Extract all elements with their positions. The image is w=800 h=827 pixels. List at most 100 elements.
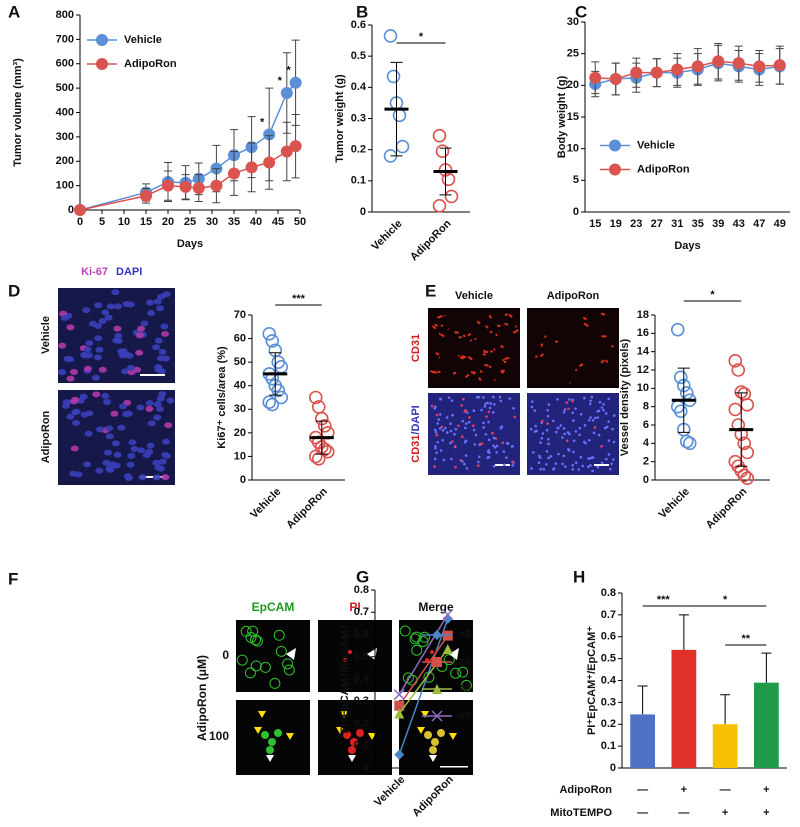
nucleus	[137, 447, 146, 454]
error-bar	[720, 694, 731, 725]
nucleus	[160, 323, 169, 330]
data-point	[395, 139, 410, 154]
vessel	[488, 314, 493, 319]
legend-label: AdipoRon	[124, 58, 177, 70]
cell	[454, 465, 457, 469]
cell	[539, 467, 542, 471]
x-tick-label: Vehicle	[372, 774, 407, 809]
table-cell: +	[681, 784, 687, 796]
cell	[495, 444, 499, 448]
cell	[579, 455, 583, 459]
x-tick-label: 50	[294, 216, 306, 228]
cell	[574, 461, 578, 464]
nucleus	[95, 346, 104, 353]
table-cell: —	[720, 784, 731, 796]
row-label: AdipoRon	[559, 784, 612, 796]
nucleus	[136, 404, 145, 411]
cell	[480, 408, 483, 412]
legend-label: #6	[459, 656, 471, 668]
y-tick-label: 14	[637, 346, 650, 358]
marker	[280, 145, 293, 158]
y-tick-label: 300	[56, 131, 74, 143]
y-tick-label: 0.8	[601, 587, 616, 599]
y-tick-label: 800	[56, 9, 74, 21]
cell	[274, 729, 282, 737]
cell	[603, 426, 607, 430]
data-point	[386, 69, 401, 84]
cell	[484, 432, 488, 436]
y-tick-label: 0.3	[601, 696, 616, 708]
error-bar	[678, 614, 689, 650]
cell	[486, 401, 489, 405]
cell	[495, 451, 499, 454]
x-tick-label: Vehicle	[657, 486, 692, 521]
row-label: MitoTEMPO	[550, 807, 612, 819]
y-axis-label: Tumor volume (mm³)	[12, 58, 24, 167]
cell	[433, 405, 437, 409]
nucleus	[66, 356, 75, 363]
cell	[605, 457, 608, 461]
y-tick-label: 400	[56, 106, 74, 118]
y-tick-label: 0.4	[351, 81, 367, 93]
annotation: *	[419, 31, 424, 43]
cell	[565, 401, 569, 404]
x-axis-label: Days	[674, 240, 700, 252]
vessel	[482, 352, 487, 357]
panel-label: D	[8, 281, 20, 300]
cell	[447, 396, 451, 399]
nucleus	[135, 332, 144, 339]
cell	[587, 438, 591, 442]
cell	[547, 442, 550, 446]
image-labels: Ki-67 DAPI Vehicle AdipoRon Vehicle Adip…	[8, 266, 600, 743]
cell	[429, 746, 437, 754]
cell	[511, 460, 514, 464]
vessel	[458, 335, 463, 339]
cell	[501, 441, 505, 445]
cell	[275, 645, 287, 657]
nucleus	[152, 474, 161, 481]
cell	[436, 440, 440, 444]
cell	[477, 395, 481, 399]
vessel	[539, 353, 544, 358]
nucleus	[145, 400, 154, 407]
data-point	[308, 390, 323, 405]
nucleus	[91, 374, 100, 381]
nucleus	[152, 344, 161, 351]
y-tick-label: 0.3	[351, 112, 366, 124]
cell	[502, 450, 506, 453]
series-line	[398, 614, 449, 695]
col-label: EpCAM	[252, 600, 295, 614]
cell	[449, 422, 452, 426]
data-point	[435, 144, 450, 159]
cell	[563, 432, 566, 436]
marker	[589, 71, 602, 84]
nucleus	[124, 474, 133, 481]
cell	[273, 629, 285, 641]
y-axis-label: Tumor weight (g)	[334, 74, 346, 163]
cell	[480, 442, 484, 445]
legend-marker	[432, 657, 442, 667]
cell	[561, 436, 564, 439]
cell	[552, 467, 555, 471]
nucleus	[138, 474, 147, 481]
x-tick-label: 40	[250, 216, 262, 228]
nucleus	[161, 474, 170, 481]
cell	[488, 451, 491, 454]
cell	[475, 395, 479, 399]
y-tick-label: 0.7	[601, 609, 616, 621]
cell	[465, 466, 469, 470]
vessel	[605, 359, 609, 363]
marker	[289, 140, 302, 153]
marker	[691, 60, 704, 73]
data-point	[274, 390, 289, 405]
cell	[530, 467, 533, 470]
x-tick-label: 15	[140, 216, 152, 228]
y-tick-label: 0	[610, 762, 616, 774]
vessel	[437, 370, 441, 374]
cell	[443, 654, 455, 666]
nucleus	[93, 354, 102, 361]
panel-label: C	[575, 2, 587, 21]
cell	[343, 658, 347, 662]
annotation: **	[741, 633, 750, 645]
nucleus	[114, 337, 123, 344]
